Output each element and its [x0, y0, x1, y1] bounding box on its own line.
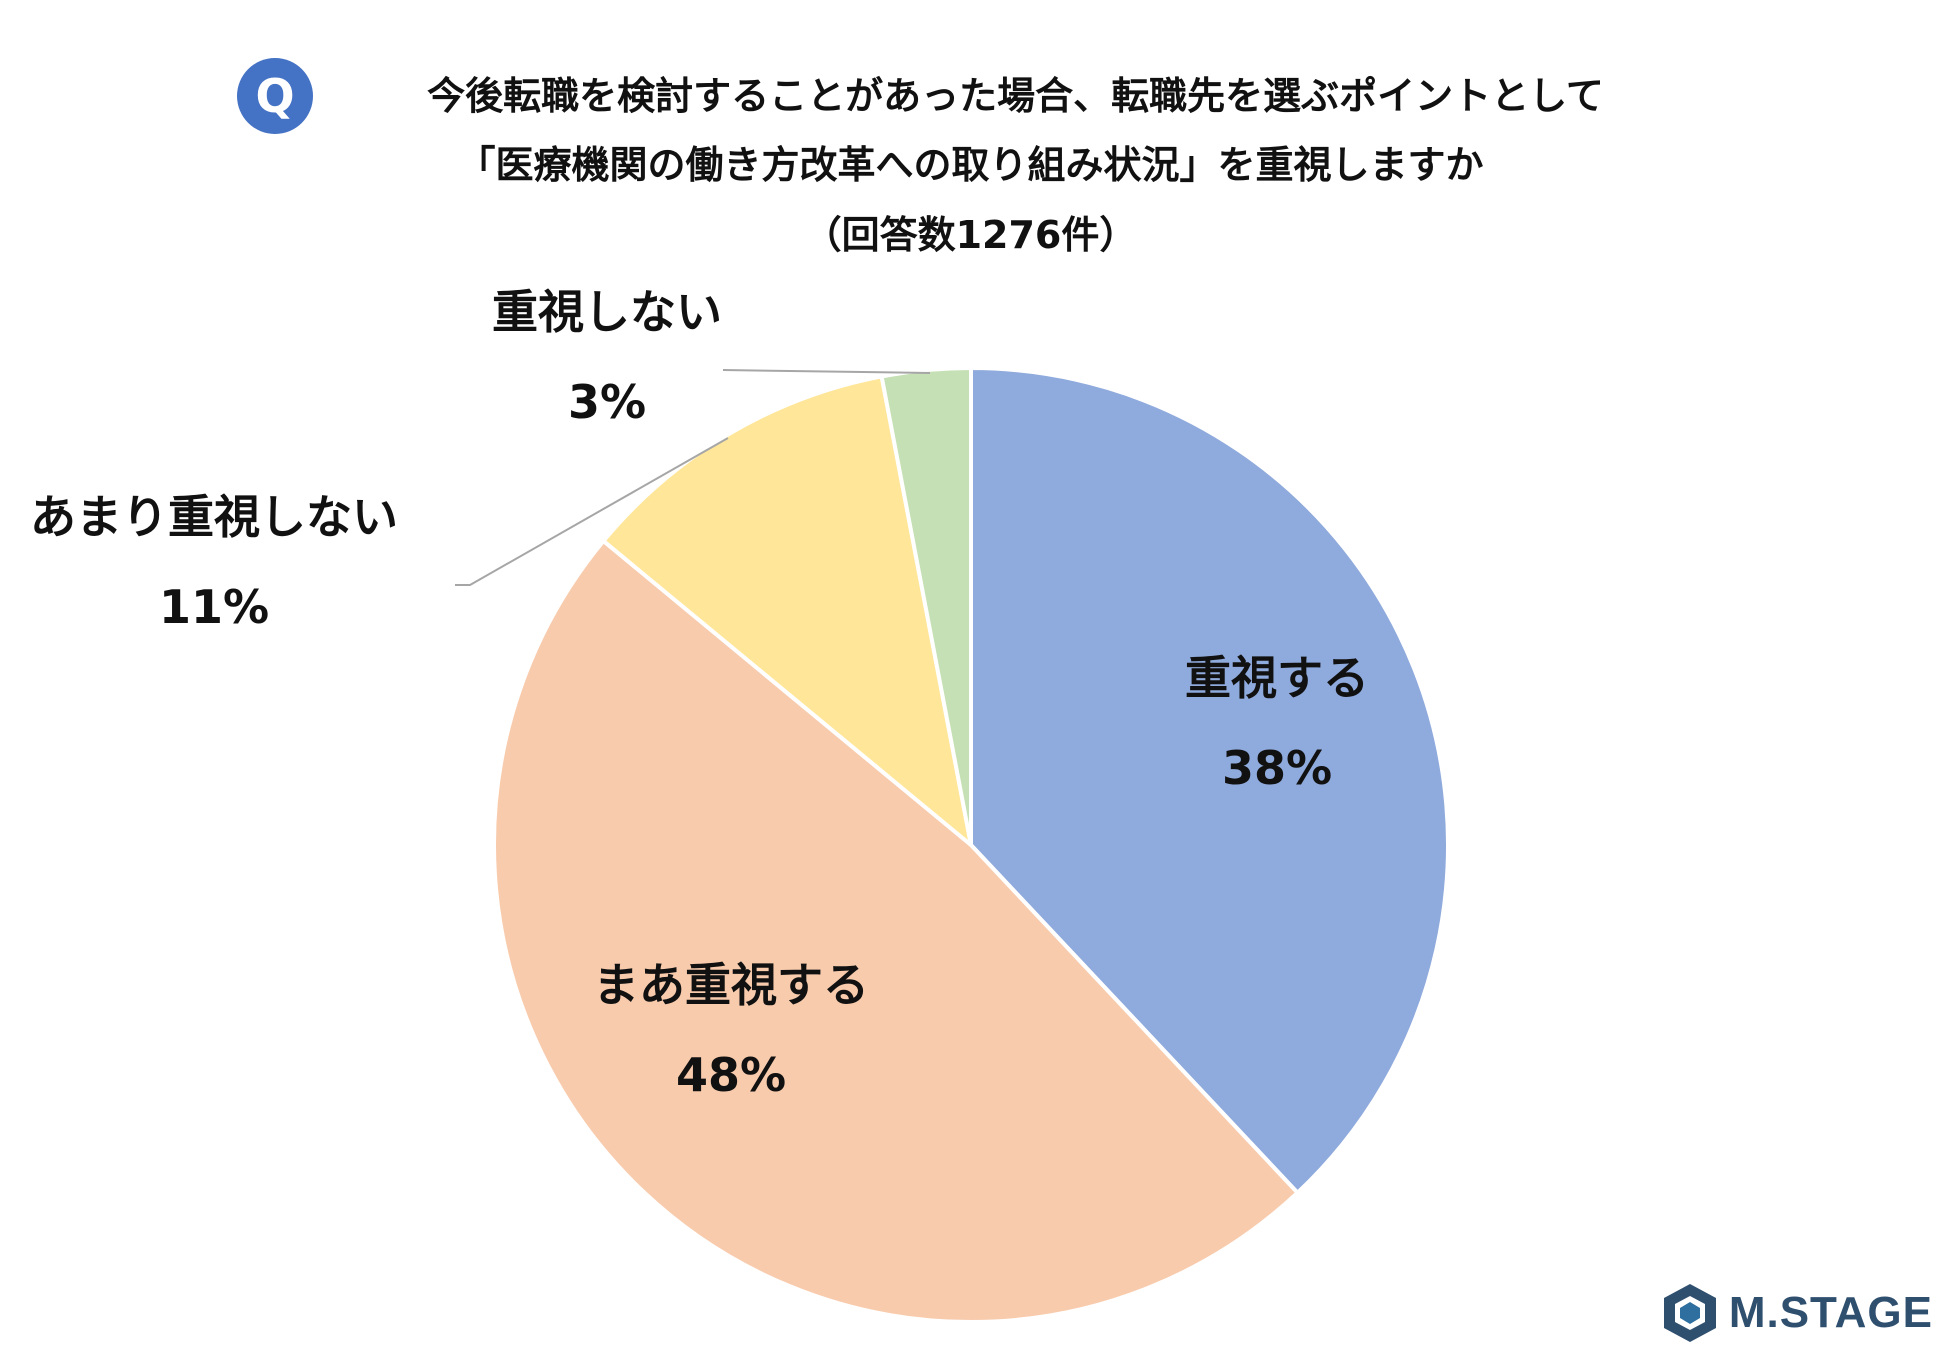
slice-label-text: まあ重視する: [593, 958, 869, 1012]
slice-label-text: 重視する: [1185, 651, 1369, 705]
slice-label-amari-juushi-shinai: あまり重視しない 11%: [30, 487, 398, 637]
hexagon-logo-icon: [1663, 1284, 1716, 1342]
slice-label-text: 重視しない: [492, 285, 722, 339]
pie-slice-juushi-shinai: [879, 365, 973, 846]
slice-label-percent: 48%: [675, 1048, 787, 1102]
slice-label-percent: 38%: [1221, 741, 1333, 795]
leader-line-amari-juushi-shinai: [455, 437, 729, 586]
slice-label-text: あまり重視しない: [30, 490, 398, 544]
brand-logo-text: M.STAGE: [1728, 1288, 1933, 1337]
pie-slice-amari-juushi-shinai: [600, 374, 975, 851]
leader-line-juushi-shinai: [722, 369, 931, 374]
slice-label-juushi-suru: 重視する 38%: [1185, 648, 1369, 798]
slice-label-maa-juushi-suru: まあ重視する 48%: [593, 955, 869, 1105]
chart-subtitle: （回答数1276件）: [803, 213, 1138, 257]
slice-label-percent: 3%: [567, 375, 647, 429]
brand-logo: M.STAGE: [1661, 1282, 1933, 1344]
chart-title-line-1: 今後転職を検討することがあった場合、転職先を選ぶポイントとして: [427, 74, 1604, 118]
slice-label-percent: 11%: [158, 580, 270, 634]
chart-title-line-2: 「医療機関の働き方改革への取り組み状況」を重視しますか: [457, 143, 1484, 187]
question-badge: Q: [237, 58, 313, 134]
pie-slice-juushi-suru: [969, 365, 1450, 1196]
slice-label-juushi-shinai: 重視しない 3%: [492, 282, 722, 432]
pie-slice-maa-juushi-suru: [492, 538, 1301, 1325]
